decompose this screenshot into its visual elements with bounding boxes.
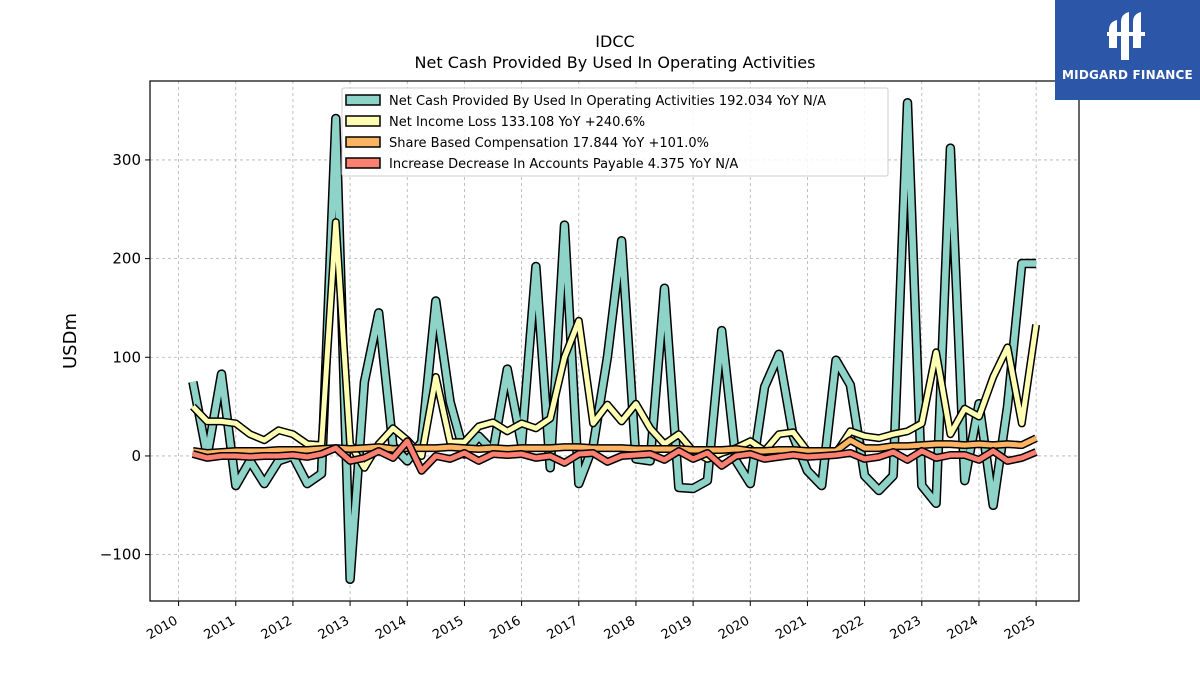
brand-logo: MIDGARD FINANCE: [1055, 0, 1200, 100]
y-axis-label: USDm: [60, 313, 81, 369]
series-increase-decrease-in-accounts-payable: [191, 437, 1038, 475]
y-tick-label: −100: [100, 546, 141, 564]
y-tick-label: 300: [112, 151, 141, 169]
chart-title: IDCC: [595, 32, 634, 51]
legend-label: Increase Decrease In Accounts Payable 4.…: [389, 157, 738, 172]
midgard-logo-icon: [1107, 12, 1145, 60]
series-net-income-loss: [190, 218, 1041, 472]
legend-label: Share Based Compensation 17.844 YoY +101…: [389, 136, 709, 151]
y-tick-label: 100: [112, 348, 141, 366]
legend-swatch: [345, 94, 381, 106]
legend-box: [341, 87, 889, 177]
legend-swatch: [345, 136, 381, 148]
series-line: [191, 219, 1039, 471]
plot-frame: [149, 80, 1080, 602]
legend-swatch: [345, 157, 381, 169]
series-net-cash-provided-by-used-in-operating-activities: [188, 97, 1037, 585]
y-tick-label: 0: [131, 447, 141, 465]
legend-label: Net Income Loss 133.108 YoY +240.6%: [389, 115, 645, 130]
brand-name: MIDGARD FINANCE: [1062, 68, 1193, 82]
legend: Net Cash Provided By Used In Operating A…: [341, 87, 889, 177]
series-line: [192, 438, 1038, 474]
legend-label: Net Cash Provided By Used In Operating A…: [389, 94, 826, 109]
y-tick-label: 200: [112, 250, 141, 268]
chart-subtitle: Net Cash Provided By Used In Operating A…: [415, 53, 816, 72]
series-line: [189, 99, 1037, 583]
y-axis: −100 0 100 200 300: [100, 151, 150, 564]
series-group: [188, 97, 1041, 585]
legend-swatch: [345, 115, 381, 127]
